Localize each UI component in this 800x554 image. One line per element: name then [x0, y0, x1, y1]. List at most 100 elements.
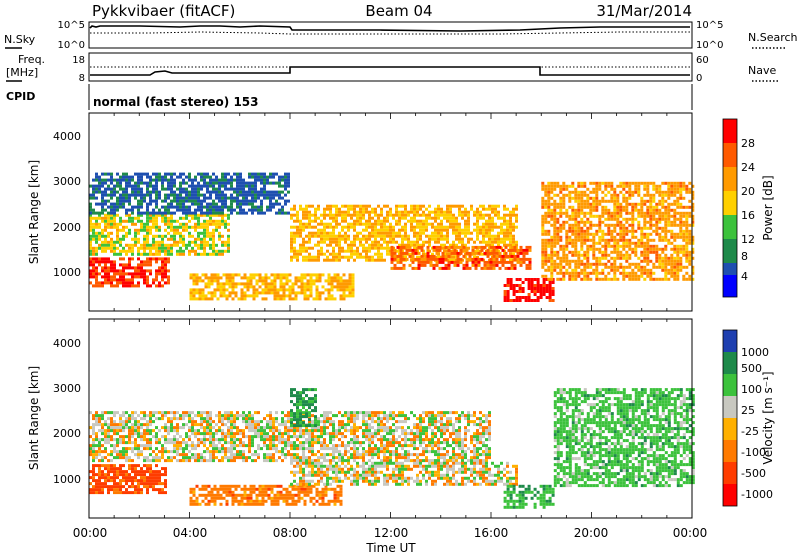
power-echo-cell	[577, 196, 581, 200]
velocity-echo-cell	[122, 426, 125, 430]
power-echo-cell	[452, 225, 455, 229]
power-echo-cell	[353, 249, 356, 253]
velocity-echo-cell	[146, 476, 149, 480]
power-echo-cell	[607, 223, 611, 227]
power-echo-cell	[107, 211, 110, 215]
velocity-echo-cell	[149, 459, 152, 463]
power-echo-cell	[679, 235, 683, 239]
power-echo-cell	[92, 260, 95, 264]
power-echo-cell	[227, 222, 230, 226]
velocity-echo-cell	[125, 456, 128, 460]
power-echo-cell	[125, 178, 128, 182]
velocity-echo-cell	[197, 438, 200, 442]
power-echo-cell	[667, 184, 671, 188]
power-echo-cell	[688, 250, 692, 254]
velocity-echo-cell	[188, 414, 191, 418]
power-echo-cell	[431, 234, 434, 238]
power-echo-cell	[215, 252, 218, 256]
power-echo-cell	[236, 175, 239, 179]
power-echo-cell	[221, 193, 224, 197]
power-echo-cell	[293, 240, 296, 244]
power-echo-cell	[195, 273, 199, 277]
power-echo-cell	[559, 190, 563, 194]
power-echo-cell	[416, 225, 419, 229]
power-echo-cell	[330, 276, 334, 280]
velocity-echo-cell	[146, 441, 149, 445]
power-echo-cell	[658, 259, 662, 263]
power-echo-cell	[631, 262, 635, 266]
power-echo-cell	[622, 181, 626, 185]
power-echo-cell	[440, 243, 443, 247]
power-echo-cell	[550, 247, 554, 251]
power-echo-cell	[350, 204, 353, 208]
power-echo-cell	[158, 266, 161, 270]
power-echo-cell	[125, 219, 128, 223]
power-echo-cell	[173, 184, 176, 188]
power-echo-cell	[577, 190, 581, 194]
velocity-echo-cell	[194, 459, 197, 463]
power-echo-cell	[125, 181, 128, 185]
power-echo-cell	[619, 250, 623, 254]
power-echo-cell	[306, 285, 310, 289]
power-echo-cell	[98, 222, 101, 226]
power-echo-cell	[544, 202, 548, 206]
power-echo-cell	[155, 219, 158, 223]
velocity-echo-cell	[95, 432, 98, 436]
power-echo-cell	[335, 240, 338, 244]
power-echo-cell	[386, 252, 389, 256]
power-echo-cell	[215, 225, 218, 229]
power-echo-cell	[137, 240, 140, 244]
power-echo-cell	[254, 172, 257, 176]
power-echo-cell	[661, 268, 665, 272]
power-echo-cell	[323, 258, 326, 262]
power-echo-cell	[344, 213, 347, 217]
power-echo-cell	[559, 202, 563, 206]
power-echo-cell	[92, 231, 95, 235]
power-echo-cell	[167, 231, 170, 235]
velocity-echo-cell	[101, 464, 104, 468]
power-echo-cell	[137, 202, 140, 206]
power-echo-cell	[583, 211, 587, 215]
power-echo-cell	[467, 240, 470, 244]
power-echo-cell	[335, 237, 338, 241]
power-echo-cell	[482, 207, 485, 211]
power-echo-cell	[652, 193, 656, 197]
power-echo-cell	[507, 260, 511, 264]
power-echo-cell	[140, 269, 143, 273]
power-echo-cell	[101, 219, 104, 223]
power-echo-cell	[679, 232, 683, 236]
velocity-echo-cell	[95, 473, 98, 477]
power-echo-cell	[212, 237, 215, 241]
power-echo-cell	[131, 205, 134, 209]
power-echo-cell	[422, 252, 425, 256]
power-echo-cell	[559, 259, 563, 263]
power-echo-cell	[428, 222, 431, 226]
power-echo-cell	[565, 220, 569, 224]
power-echo-cell	[413, 213, 416, 217]
power-echo-cell	[326, 207, 329, 211]
power-echo-cell	[491, 243, 494, 247]
power-echo-cell	[420, 260, 424, 264]
velocity-echo-cell	[122, 423, 125, 427]
power-echo-cell	[646, 247, 650, 251]
velocity-echo-cell	[191, 447, 194, 451]
velocity-echo-cell	[143, 432, 146, 436]
power-echo-cell	[628, 238, 632, 242]
power-echo-cell	[553, 244, 557, 248]
power-echo-cell	[565, 241, 569, 245]
velocity-echo-cell	[110, 423, 113, 427]
power-echo-cell	[586, 202, 590, 206]
power-echo-cell	[504, 260, 508, 264]
power-echo-cell	[198, 294, 202, 298]
power-echo-cell	[583, 199, 587, 203]
velocity-echo-cell	[134, 420, 137, 424]
power-echo-cell	[556, 217, 560, 221]
power-echo-cell	[189, 297, 193, 301]
power-echo-cell	[176, 243, 179, 247]
velocity-echo-cell	[188, 429, 191, 433]
power-echo-cell	[661, 217, 665, 221]
velocity-echo-cell	[113, 411, 116, 415]
power-echo-cell	[634, 244, 638, 248]
velocity-echo-cell	[188, 438, 191, 442]
power-echo-cell	[528, 263, 532, 267]
